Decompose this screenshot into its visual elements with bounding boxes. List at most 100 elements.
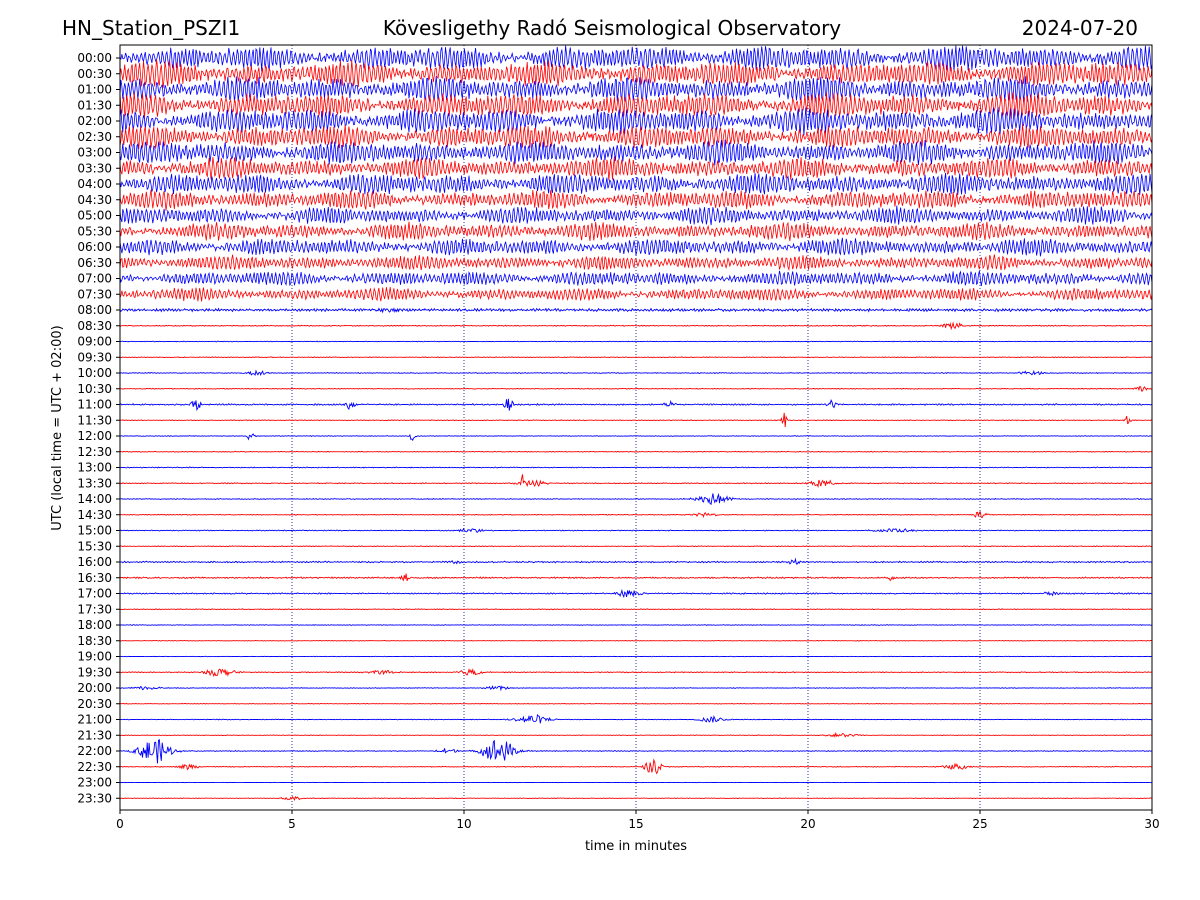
- y-tick-label: 08:00: [77, 303, 112, 317]
- y-tick-label: 16:30: [77, 571, 112, 585]
- trace-0100: [120, 76, 1152, 103]
- y-tick-label: 00:00: [77, 51, 112, 65]
- trace-1300: [120, 466, 1152, 469]
- seismic-traces: [120, 45, 1152, 802]
- trace-0500: [120, 205, 1152, 226]
- trace-0730: [120, 287, 1152, 302]
- trace-0830: [120, 321, 1152, 331]
- y-tick-label: 12:00: [77, 429, 112, 443]
- trace-0800: [120, 307, 1152, 314]
- y-tick-label: 13:30: [77, 476, 112, 490]
- trace-1100: [120, 398, 1152, 412]
- x-tick-labels: 0 5 10 15 20 25 30: [116, 810, 1160, 831]
- y-tick-label: 15:30: [77, 539, 112, 553]
- y-axis-label: UTC (local time = UTC + 02:00): [50, 325, 65, 530]
- x-tick-label: 25: [972, 817, 987, 831]
- y-tick-label: 04:00: [77, 177, 112, 191]
- trace-2000: [120, 685, 1152, 692]
- y-tick-label: 06:00: [77, 240, 112, 254]
- trace-1500: [120, 528, 1152, 533]
- y-tick-label: 18:30: [77, 634, 112, 648]
- y-tick-label: 14:30: [77, 508, 112, 522]
- y-tick-label: 18:00: [77, 618, 112, 632]
- y-tick-label: 19:00: [77, 650, 112, 664]
- trace-0030: [120, 59, 1152, 88]
- trace-1200: [120, 433, 1152, 442]
- y-tick-label: 07:30: [77, 287, 112, 301]
- date-label: 2024-07-20: [1022, 16, 1138, 40]
- y-tick-label: 05:30: [77, 224, 112, 238]
- y-tick-label: 23:00: [77, 776, 112, 790]
- trace-1000: [120, 369, 1152, 376]
- y-tick-label: 20:00: [77, 681, 112, 695]
- y-tick-label: 11:00: [77, 398, 112, 412]
- y-tick-label: 02:30: [77, 130, 112, 144]
- trace-1530: [120, 545, 1152, 548]
- trace-0330: [120, 156, 1152, 181]
- y-tick-label: 09:30: [77, 350, 112, 364]
- y-tick-label: 01:00: [77, 83, 112, 97]
- y-tick-label: 21:00: [77, 713, 112, 727]
- plot-frame: [119, 44, 1153, 811]
- trace-0930: [120, 356, 1152, 359]
- trace-1130: [120, 412, 1152, 428]
- y-tick-label: 03:00: [77, 146, 112, 160]
- trace-2100: [120, 713, 1152, 724]
- x-tick-label: 5: [288, 817, 296, 831]
- trace-1900: [120, 655, 1152, 658]
- trace-0630: [120, 254, 1152, 272]
- y-tick-label: 12:30: [77, 445, 112, 459]
- y-tick-label: 02:00: [77, 114, 112, 128]
- y-tick-label: 05:00: [77, 209, 112, 223]
- y-tick-label: 22:30: [77, 760, 112, 774]
- trace-2330: [120, 795, 1152, 802]
- x-tick-label: 10: [456, 817, 471, 831]
- y-tick-label: 03:30: [77, 161, 112, 175]
- trace-1600: [120, 557, 1152, 565]
- y-tick-label: 10:00: [77, 366, 112, 380]
- trace-0130: [120, 92, 1152, 120]
- trace-1430: [120, 511, 1152, 519]
- y-tick-label: 13:00: [77, 461, 112, 475]
- trace-0200: [120, 106, 1152, 136]
- grid-lines: [291, 45, 981, 810]
- y-tick-label: 01:30: [77, 98, 112, 112]
- trace-2030: [120, 703, 1152, 705]
- trace-0400: [120, 172, 1152, 195]
- trace-1230: [120, 450, 1152, 453]
- y-tick-label: 17:00: [77, 587, 112, 601]
- y-tick-label: 04:30: [77, 193, 112, 207]
- trace-0000: [120, 45, 1152, 72]
- y-tick-label: 19:30: [77, 665, 112, 679]
- x-tick-label: 15: [628, 817, 643, 831]
- x-tick-label: 0: [116, 817, 124, 831]
- trace-2230: [120, 758, 1152, 775]
- y-tick-label: 08:30: [77, 319, 112, 333]
- y-tick-label: 14:00: [77, 492, 112, 506]
- trace-0900: [120, 340, 1152, 343]
- trace-0530: [120, 221, 1152, 242]
- y-tick-label: 21:30: [77, 728, 112, 742]
- y-tick-label: 11:30: [77, 413, 112, 427]
- trace-0300: [120, 139, 1152, 166]
- trace-1800: [120, 624, 1152, 626]
- trace-2200: [120, 739, 1152, 764]
- y-tick-label: 22:00: [77, 744, 112, 758]
- y-tick-label: 15:00: [77, 524, 112, 538]
- trace-1830: [120, 639, 1152, 642]
- trace-0430: [120, 189, 1152, 211]
- y-tick-label: 20:30: [77, 697, 112, 711]
- x-tick-label: 20: [800, 817, 815, 831]
- y-tick-label: 16:00: [77, 555, 112, 569]
- y-tick-label: 06:30: [77, 256, 112, 270]
- trace-0700: [120, 270, 1152, 287]
- trace-1700: [120, 588, 1152, 599]
- trace-1400: [120, 492, 1152, 505]
- y-tick-label: 17:30: [77, 602, 112, 616]
- trace-1930: [120, 668, 1152, 678]
- y-tick-label: 07:00: [77, 272, 112, 286]
- x-tick-label: 30: [1144, 817, 1159, 831]
- trace-1330: [120, 474, 1152, 488]
